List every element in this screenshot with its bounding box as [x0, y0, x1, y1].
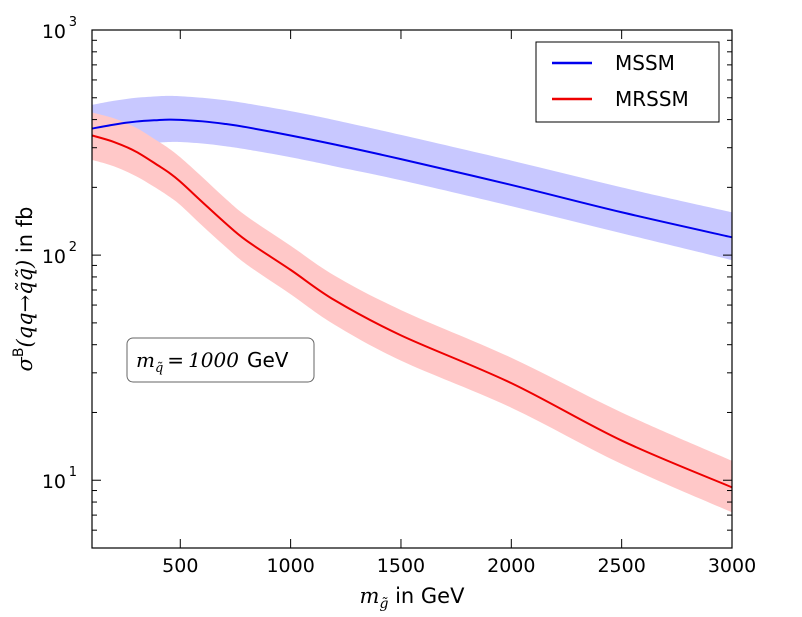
- line-mrssm: [92, 134, 732, 489]
- annotation-text: mq̃ = 1000 GeV: [136, 348, 289, 376]
- x-tick-label: 1000: [266, 555, 314, 577]
- legend: MSSM MRSSM: [535, 41, 720, 123]
- axis-ticks: [92, 29, 733, 549]
- x-tick-label: 2000: [487, 555, 535, 577]
- series-lines: [92, 118, 732, 489]
- x-tick-label: 500: [162, 555, 198, 577]
- annotation-box: mq̃ = 1000 GeV: [126, 337, 315, 383]
- x-tick-label: 1500: [377, 555, 425, 577]
- uncertainty-bands: [92, 95, 732, 513]
- y-tick-label: 10: [42, 246, 66, 268]
- band-mssm: [92, 95, 732, 261]
- x-tick-labels: 500 1000 1500 2000 2500 3000: [162, 555, 756, 577]
- plot-frame: [91, 29, 733, 549]
- y-tick-label-exponent: 3: [69, 15, 77, 30]
- x-tick-label: 2500: [597, 555, 645, 577]
- legend-label-mssm: MSSM: [615, 51, 675, 75]
- legend-label-mrssm: MRSSM: [615, 87, 689, 111]
- x-axis-label: mg̃ in GeV: [360, 584, 466, 612]
- y-axis-label: σB(qq→q̃q̃) in fb: [11, 207, 37, 372]
- annotation-frame: [126, 337, 315, 383]
- legend-box: [535, 41, 720, 123]
- y-tick-label-exponent: 1: [69, 465, 77, 480]
- band-mrssm: [92, 112, 732, 513]
- y-tick-label-exponent: 2: [69, 240, 77, 255]
- line-mssm: [92, 118, 732, 239]
- y-tick-label: 10: [42, 471, 66, 493]
- x-tick-label: 3000: [708, 555, 756, 577]
- y-tick-label: 10: [42, 21, 66, 43]
